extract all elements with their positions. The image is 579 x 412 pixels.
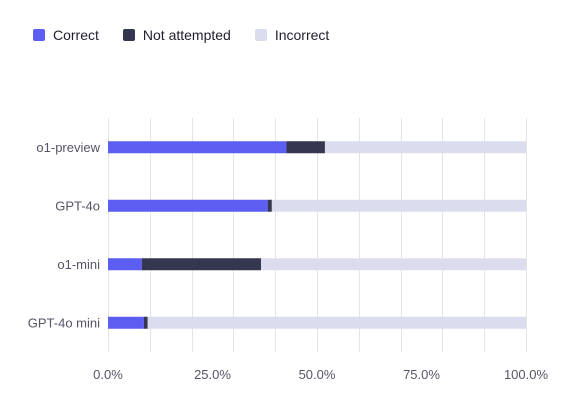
bar-segment-not-attempted bbox=[286, 141, 325, 154]
bar-segment-correct bbox=[108, 199, 268, 212]
bar-segment-incorrect bbox=[147, 316, 526, 329]
x-tick-label: 100.0% bbox=[504, 367, 549, 382]
category-label: GPT-4o bbox=[55, 198, 100, 213]
legend-item-correct: Correct bbox=[33, 27, 99, 43]
x-tick-label: 25.0% bbox=[194, 367, 231, 382]
legend-item-incorrect: Incorrect bbox=[254, 27, 330, 43]
bar-segment-incorrect bbox=[271, 199, 526, 212]
legend-item-not-attempted: Not attempted bbox=[122, 27, 231, 43]
bar-segment-correct bbox=[108, 316, 144, 329]
category-label: GPT-4o mini bbox=[28, 315, 100, 330]
category-label: o1-mini bbox=[57, 257, 100, 272]
legend-label-correct: Correct bbox=[53, 27, 99, 43]
bar-segment-correct bbox=[108, 141, 287, 154]
x-tick-label: 75.0% bbox=[403, 367, 440, 382]
bar-segment-not-attempted bbox=[141, 258, 261, 271]
legend-swatch-incorrect bbox=[254, 29, 267, 41]
x-tick-label: 0.0% bbox=[93, 367, 123, 382]
category-label: o1-preview bbox=[36, 140, 100, 155]
legend-label-incorrect: Incorrect bbox=[274, 27, 330, 43]
bar-segment-not-attempted bbox=[143, 316, 148, 329]
legend-swatch-not-attempted bbox=[122, 29, 135, 41]
bar-segment-correct bbox=[108, 258, 142, 271]
legend-label-not-attempted: Not attempted bbox=[142, 27, 231, 43]
bar-segment-not-attempted bbox=[267, 199, 272, 212]
bar-segment-incorrect bbox=[260, 258, 526, 271]
x-tick-label: 50.0% bbox=[299, 367, 336, 382]
chart-legend: Correct Not attempted Incorrect bbox=[33, 27, 353, 43]
bar-segment-incorrect bbox=[324, 141, 526, 154]
legend-swatch-correct bbox=[33, 29, 45, 41]
